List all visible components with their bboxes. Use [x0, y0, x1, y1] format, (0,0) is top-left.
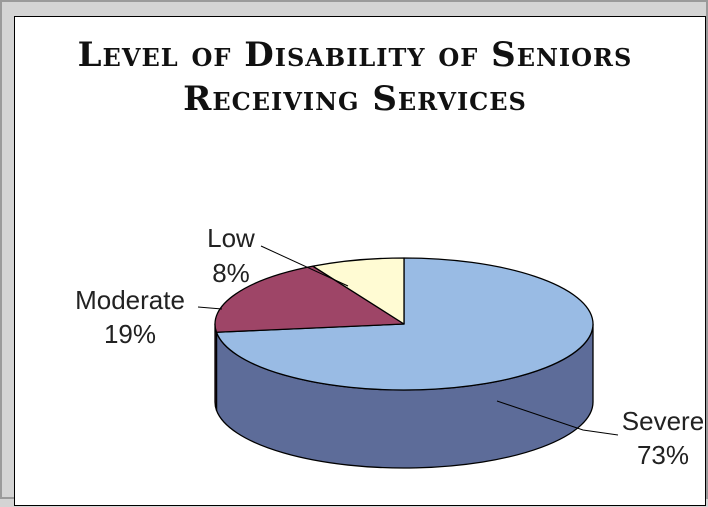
pie-slice-severe	[215, 257, 594, 391]
slice-label-severe: Severe	[622, 406, 704, 436]
leader-line-low	[260, 245, 349, 287]
slice-label-low: Low	[207, 223, 255, 253]
leader-line-moderate	[197, 306, 223, 310]
chart-title: Level of Disability of Seniors Receiving…	[15, 33, 695, 121]
pie-side-moderate	[214, 323, 218, 411]
leader-line-severe	[496, 400, 619, 436]
slice-value-low: 8%	[212, 258, 250, 288]
pie-slice-moderate	[214, 265, 405, 333]
slice-value-severe: 73%	[637, 440, 689, 470]
pie-labels-group: Severe 73% Moderate 19% Low 8%	[75, 223, 704, 470]
chart-title-line-2: Receiving Services	[183, 79, 527, 119]
slice-value-moderate: 19%	[104, 319, 156, 349]
chart-panel: Level of Disability of Seniors Receiving…	[14, 16, 706, 506]
pie-chart: Severe 73% Moderate 19% Low 8%	[75, 223, 704, 470]
pie-top-group	[214, 257, 594, 391]
slice-label-moderate: Moderate	[75, 285, 185, 315]
pie-slice-low	[312, 257, 405, 325]
chart-title-line-1: Level of Disability of Seniors	[77, 35, 633, 75]
